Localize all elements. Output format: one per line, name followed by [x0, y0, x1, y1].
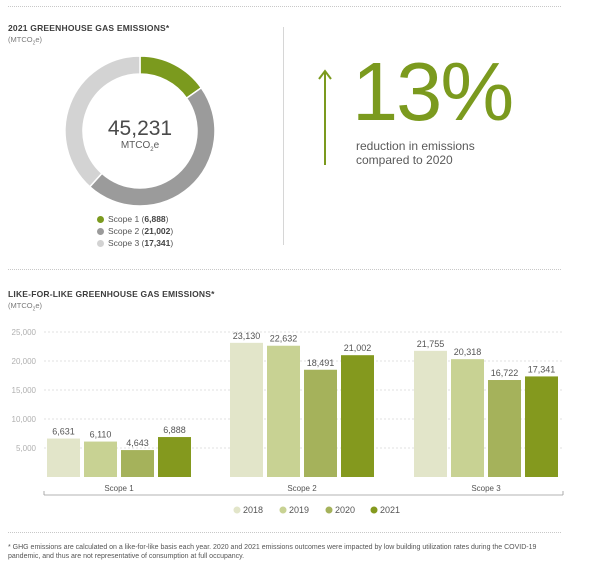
bar-value-label: 21,755	[417, 339, 445, 349]
legend-swatch-2021	[370, 506, 378, 514]
bar-scope-1-2021	[158, 437, 191, 477]
y-tick-label: 25,000	[12, 328, 37, 337]
bar-chart-title: LIKE-FOR-LIKE GREENHOUSE GAS EMISSIONS*	[8, 289, 215, 299]
donut-legend: Scope 1 (6,888) Scope 2 (21,002) Scope 3…	[97, 213, 173, 249]
bottom-divider	[8, 532, 561, 533]
bar-scope-3-2019	[451, 359, 484, 477]
bar-scope-1-2020	[121, 450, 154, 477]
bar-value-label: 6,631	[52, 427, 75, 437]
legend-scope-3-label: Scope 3 (	[108, 238, 145, 248]
reduction-caption-line-1: reduction in emissions	[356, 139, 475, 153]
bar-scope-2-2018	[230, 342, 263, 477]
bar-value-label: 6,888	[163, 425, 186, 435]
legend-scope-3: Scope 3 (17,341)	[97, 237, 173, 249]
donut-slice-scope-1	[139, 55, 203, 100]
legend-label-2021: 2021	[380, 505, 400, 515]
scope-3-swatch	[97, 239, 104, 247]
middle-divider	[8, 269, 561, 270]
legend-scope-2: Scope 2 (21,002)	[97, 225, 173, 237]
bar-value-label: 17,341	[528, 364, 556, 374]
legend-scope-1: Scope 1 (6,888)	[97, 213, 173, 225]
scope-2-swatch	[97, 227, 104, 235]
vertical-divider	[283, 27, 284, 245]
legend-close-paren: )	[170, 226, 174, 236]
bar-scope-3-2018	[414, 350, 447, 477]
legend-close-paren: )	[165, 214, 169, 224]
donut-total-unit: MTCO2e	[120, 140, 160, 153]
donut-total: 45,231	[107, 117, 173, 140]
donut-chart	[64, 55, 216, 207]
legend-swatch-2018	[233, 506, 241, 514]
legend-scope-2-value: 21,002	[144, 226, 171, 236]
legend-label-2018: 2018	[243, 505, 263, 515]
legend-scope-2-label: Scope 2 (	[108, 226, 145, 236]
bar-scope-2-2021	[341, 355, 374, 477]
donut-slice-scope-3	[64, 55, 141, 188]
y-tick-label: 10,000	[12, 415, 37, 424]
legend-scope-3-value: 17,341	[144, 238, 171, 248]
legend-scope-1-label: Scope 1 (	[108, 214, 145, 224]
scope-1-swatch	[97, 215, 104, 223]
reduction-caption: reduction in emissions compared to 2020	[356, 139, 556, 167]
bar-scope-2-2019	[267, 345, 300, 477]
y-tick-label: 20,000	[12, 357, 37, 366]
reduction-percent: 13%	[352, 45, 514, 138]
x-category-label: Scope 1	[104, 484, 134, 493]
bar-scope-3-2021	[525, 376, 558, 477]
bar-scope-2-2020	[304, 369, 337, 477]
donut-title: 2021 GREENHOUSE GAS EMISSIONS*	[8, 23, 170, 33]
bar-scope-1-2018	[47, 438, 80, 477]
footnote: * GHG emissions are calculated on a like…	[8, 544, 537, 560]
y-tick-label: 15,000	[12, 386, 37, 395]
legend-scope-1-value: 6,888	[144, 214, 166, 224]
bar-value-label: 4,643	[126, 438, 149, 448]
x-category-label: Scope 3	[471, 484, 501, 493]
bar-scope-3-2020	[488, 380, 521, 477]
legend-swatch-2019	[279, 506, 287, 514]
bar-value-label: 18,491	[307, 358, 335, 368]
bar-chart: 5,000 10,000 15,000 20,000 25,000 6,631 6,110 4…	[12, 328, 564, 515]
y-tick-label: 5,000	[16, 444, 37, 453]
donut-unit: (MTCO2e)	[8, 35, 43, 47]
reduction-caption-line-2: compared to 2020	[356, 153, 453, 167]
legend-swatch-2020	[325, 506, 333, 514]
bar-value-label: 23,130	[233, 331, 261, 341]
bar-value-label: 16,722	[491, 368, 519, 378]
x-category-label: Scope 2	[287, 484, 317, 493]
bar-value-label: 20,318	[454, 347, 482, 357]
bar-value-label: 6,110	[90, 430, 112, 440]
bar-value-label: 22,632	[270, 334, 298, 344]
legend-label-2019: 2019	[289, 505, 309, 515]
legend-label-2020: 2020	[335, 505, 355, 515]
legend-close-paren: )	[170, 238, 174, 248]
up-arrow-icon	[318, 69, 332, 165]
bar-value-label: 21,002	[344, 343, 372, 353]
top-divider	[8, 6, 561, 7]
bar-chart-unit: (MTCO2e)	[8, 301, 43, 313]
bar-scope-1-2019	[84, 441, 117, 477]
